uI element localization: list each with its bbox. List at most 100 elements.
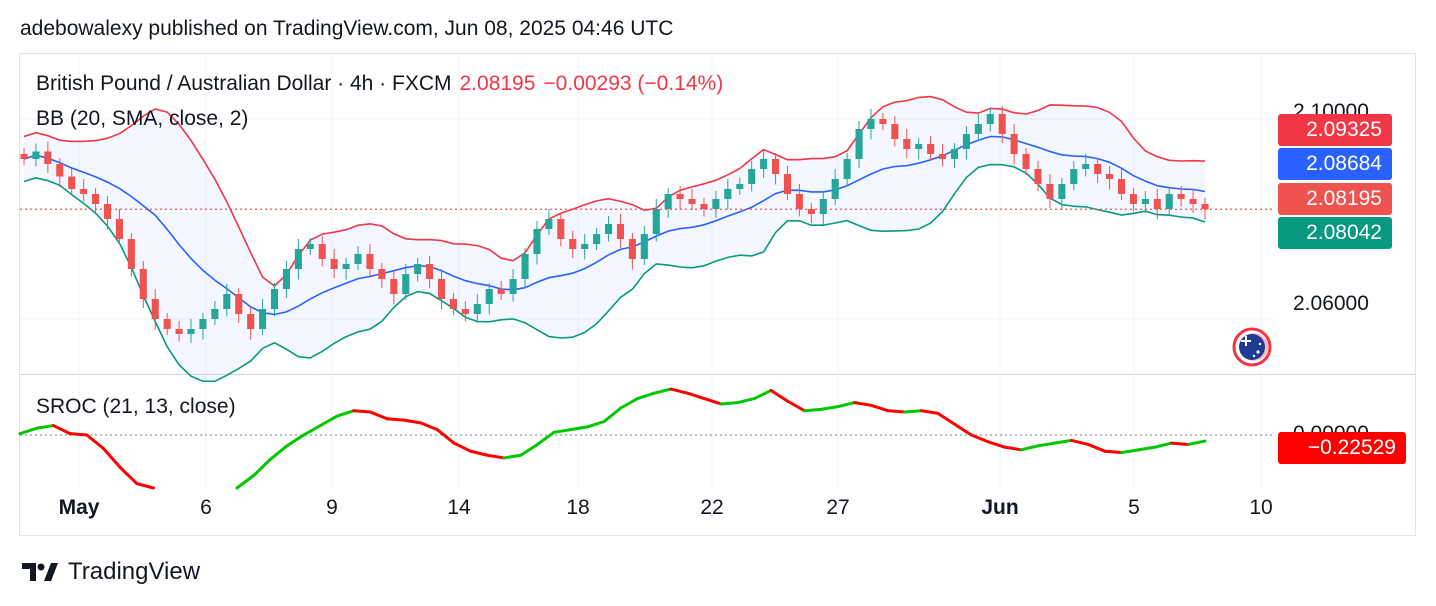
candle-body bbox=[1106, 174, 1114, 179]
candle-body bbox=[378, 269, 386, 279]
sroc-line-segment bbox=[1170, 441, 1190, 446]
sroc-label[interactable]: SROC (21, 13, close) bbox=[36, 395, 236, 418]
candle-body bbox=[950, 149, 959, 159]
candle-body bbox=[879, 119, 887, 124]
tradingview-brand[interactable]: TradingView bbox=[20, 558, 200, 586]
candle-body bbox=[247, 314, 255, 329]
x-tick-label: 9 bbox=[326, 496, 338, 519]
candle-body bbox=[1094, 164, 1102, 174]
candle-body bbox=[533, 229, 541, 254]
sroc-line-segment bbox=[1003, 445, 1023, 452]
candle-body bbox=[282, 269, 290, 289]
candle-body bbox=[139, 269, 147, 299]
x-tick-label: 14 bbox=[447, 496, 471, 519]
sroc-line-segment bbox=[335, 409, 356, 418]
sroc-line-segment bbox=[18, 426, 39, 436]
badge-sroc: −0.22529 bbox=[1278, 432, 1406, 464]
chart-frame[interactable] bbox=[19, 53, 1416, 536]
sroc-line-segment bbox=[35, 424, 55, 430]
candle-body bbox=[235, 294, 243, 314]
candle-body bbox=[569, 239, 577, 249]
candle-body bbox=[20, 154, 28, 159]
candle-body bbox=[760, 159, 768, 169]
bb-lower-line bbox=[23, 163, 1206, 383]
candle-body bbox=[867, 119, 875, 129]
candle-body bbox=[604, 224, 613, 234]
candle-body bbox=[1022, 154, 1030, 169]
candle-body bbox=[259, 309, 267, 329]
candle-body bbox=[354, 254, 362, 264]
sroc-line-segment bbox=[719, 401, 740, 406]
candle-body bbox=[974, 124, 982, 134]
x-tick-label: May bbox=[58, 496, 100, 519]
candle-body bbox=[44, 151, 52, 164]
candle-body bbox=[330, 259, 338, 269]
candle-body bbox=[318, 244, 326, 259]
sroc-line-segment bbox=[452, 441, 473, 453]
sroc-line-segment bbox=[85, 433, 105, 450]
candle-body bbox=[819, 199, 827, 214]
x-tick-label: 18 bbox=[566, 496, 590, 519]
candle-body bbox=[115, 219, 123, 239]
candle-body bbox=[903, 139, 911, 149]
candle-body bbox=[1141, 199, 1149, 204]
candle-body bbox=[187, 329, 195, 334]
candle-body bbox=[1082, 164, 1090, 169]
candle-body bbox=[640, 234, 648, 259]
candle-body bbox=[855, 129, 863, 159]
sroc-line-segment bbox=[519, 442, 539, 457]
candle-body bbox=[68, 176, 76, 189]
badge-bb-basis: 2.08684 bbox=[1278, 148, 1392, 180]
candle-body bbox=[676, 194, 684, 199]
sroc-line-segment bbox=[969, 433, 990, 444]
sroc-line-segment bbox=[786, 399, 806, 413]
candle-body bbox=[414, 264, 422, 274]
candle-body bbox=[557, 219, 565, 239]
candle-body bbox=[712, 199, 720, 209]
candle-body bbox=[306, 244, 314, 249]
sroc-line-segment bbox=[736, 397, 756, 405]
sroc-line-segment bbox=[469, 449, 489, 457]
candle-body bbox=[843, 159, 851, 179]
sroc-line-segment bbox=[68, 432, 89, 437]
sroc-line-segment bbox=[252, 457, 272, 477]
candle-body bbox=[151, 299, 159, 319]
candle-body bbox=[736, 184, 744, 189]
candle-body bbox=[521, 254, 529, 279]
candle-body bbox=[270, 289, 279, 309]
x-tick-label: 10 bbox=[1249, 496, 1273, 519]
candle-body bbox=[724, 189, 732, 199]
sroc-line-segment bbox=[1186, 439, 1207, 446]
sroc-line-segment bbox=[769, 388, 790, 403]
sroc-line-segment bbox=[235, 474, 256, 490]
sroc-line-segment bbox=[51, 424, 72, 436]
sroc-line-segment bbox=[502, 453, 523, 460]
sroc-line-segment bbox=[752, 388, 773, 401]
candle-body bbox=[891, 124, 899, 139]
badge-bb-upper: 2.09325 bbox=[1278, 114, 1392, 146]
australia-flag-icon[interactable] bbox=[1232, 327, 1272, 367]
sroc-line-segment bbox=[285, 433, 306, 448]
candle-body bbox=[127, 239, 135, 269]
bb-upper-line bbox=[23, 95, 1206, 288]
candle-body bbox=[1153, 199, 1161, 209]
bollinger-bands-label[interactable]: BB (20, SMA, close, 2) bbox=[36, 107, 249, 130]
candle-body bbox=[795, 194, 803, 209]
candle-body bbox=[56, 164, 64, 177]
sroc-line-segment bbox=[702, 397, 723, 406]
candle-body bbox=[1201, 204, 1209, 210]
sroc-line-segment bbox=[602, 406, 623, 423]
candle-body bbox=[915, 144, 923, 149]
sroc-line-segment bbox=[886, 409, 907, 414]
candle-body bbox=[998, 114, 1006, 134]
candle-body bbox=[497, 289, 505, 294]
sroc-line-segment bbox=[819, 405, 840, 411]
sroc-line-segment bbox=[318, 414, 339, 428]
candle-body bbox=[437, 279, 446, 299]
candle-body bbox=[1177, 194, 1185, 199]
candle-body bbox=[402, 274, 410, 294]
publish-line: adebowalexy published on TradingView.com… bbox=[20, 17, 674, 40]
candle-body bbox=[962, 134, 970, 149]
sroc-line-segment bbox=[368, 410, 389, 421]
